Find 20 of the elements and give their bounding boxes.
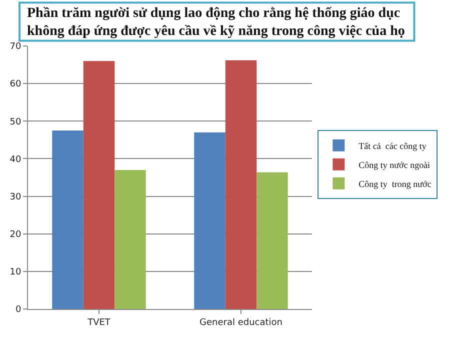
bar	[52, 130, 84, 309]
legend-label: Công ty trong nước	[358, 178, 432, 189]
y-tick-label: 30	[10, 192, 22, 202]
legend-label: Tất cả các công ty	[358, 140, 427, 151]
y-tick-label: 10	[10, 268, 22, 278]
y-tick-label: 70	[10, 42, 22, 52]
y-tick-label: 60	[10, 80, 22, 90]
bar	[225, 60, 257, 309]
bar	[114, 170, 146, 309]
y-tick-label: 0	[15, 305, 22, 316]
chart-title: Phần trăm người sử dụng lao động cho rằng hệ thống giáo dục không đáp ứng được yêu cầu về kỹ năng trong công việc của họ	[27, 6, 405, 40]
bar	[256, 172, 288, 309]
x-tick-label: General education	[200, 318, 282, 328]
y-tick-label: 50	[10, 117, 22, 128]
y-tick-label: 40	[10, 154, 22, 165]
x-tick-label: TVET	[86, 318, 111, 328]
bar	[194, 132, 226, 309]
legend-label: Công ty nước ngoài	[358, 160, 431, 170]
y-tick-label: 20	[10, 230, 22, 240]
bar	[83, 61, 115, 309]
